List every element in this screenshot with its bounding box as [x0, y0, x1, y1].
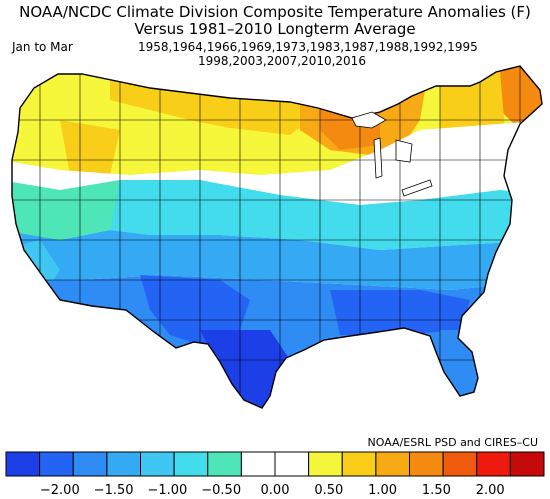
- legend-tick-label: −2.00: [39, 483, 80, 498]
- legend-tick-label: 1.00: [368, 483, 398, 498]
- legend-tick-label: 0.00: [260, 483, 290, 498]
- us-outline: [11, 65, 543, 409]
- division-boundaries: [12, 66, 542, 408]
- legend-swatch: [140, 451, 175, 477]
- years-list-line1: 1958,1964,1966,1969,1973,1983,1987,1988,…: [138, 40, 478, 54]
- legend-swatch: [39, 451, 74, 477]
- legend-swatch: [476, 451, 511, 477]
- region-mid-latitude: [12, 230, 542, 290]
- legend-swatch: [341, 451, 377, 477]
- period-label: Jan to Mar: [12, 40, 73, 54]
- map-title: NOAA/NCDC Climate Division Composite Tem…: [19, 3, 531, 21]
- legend-swatch: [72, 451, 108, 477]
- legend-swatch: [106, 451, 141, 477]
- legend-tick-label: −0.50: [201, 483, 242, 498]
- legend-swatch: [5, 451, 41, 477]
- legend-tick-label: −1.50: [93, 483, 134, 498]
- legend-swatch: [375, 451, 410, 477]
- years-list-line2: 1998,2003,2007,2010,2016: [198, 54, 366, 68]
- legend-tick-label: 2.00: [475, 483, 505, 498]
- legend-swatch: [240, 451, 276, 477]
- legend-swatch: [409, 451, 444, 477]
- region-texas: [200, 330, 290, 408]
- legend-swatch: [509, 451, 545, 477]
- lake-erie: [401, 179, 433, 197]
- legend-swatch: [274, 451, 310, 477]
- color-legend: [5, 451, 545, 477]
- legend-swatch: [173, 451, 209, 477]
- lake-superior: [351, 111, 387, 129]
- credit-label: NOAA/ESRL PSD and CIRES–CU: [367, 436, 538, 449]
- region-idaho: [60, 120, 120, 175]
- legend-swatch: [308, 451, 343, 477]
- legend-swatch: [207, 451, 242, 477]
- temperature-anomaly-map: [11, 65, 543, 409]
- region-southwest-core: [140, 275, 250, 345]
- lake-michigan: [373, 137, 383, 179]
- legend-tick-label: −1.00: [147, 483, 188, 498]
- legend-tick-label: 1.50: [421, 483, 451, 498]
- lake-huron: [395, 139, 413, 163]
- map-subtitle: Versus 1981–2010 Longterm Average: [134, 20, 416, 38]
- legend-tick-label: 0.50: [314, 483, 344, 498]
- legend-swatch: [442, 451, 478, 477]
